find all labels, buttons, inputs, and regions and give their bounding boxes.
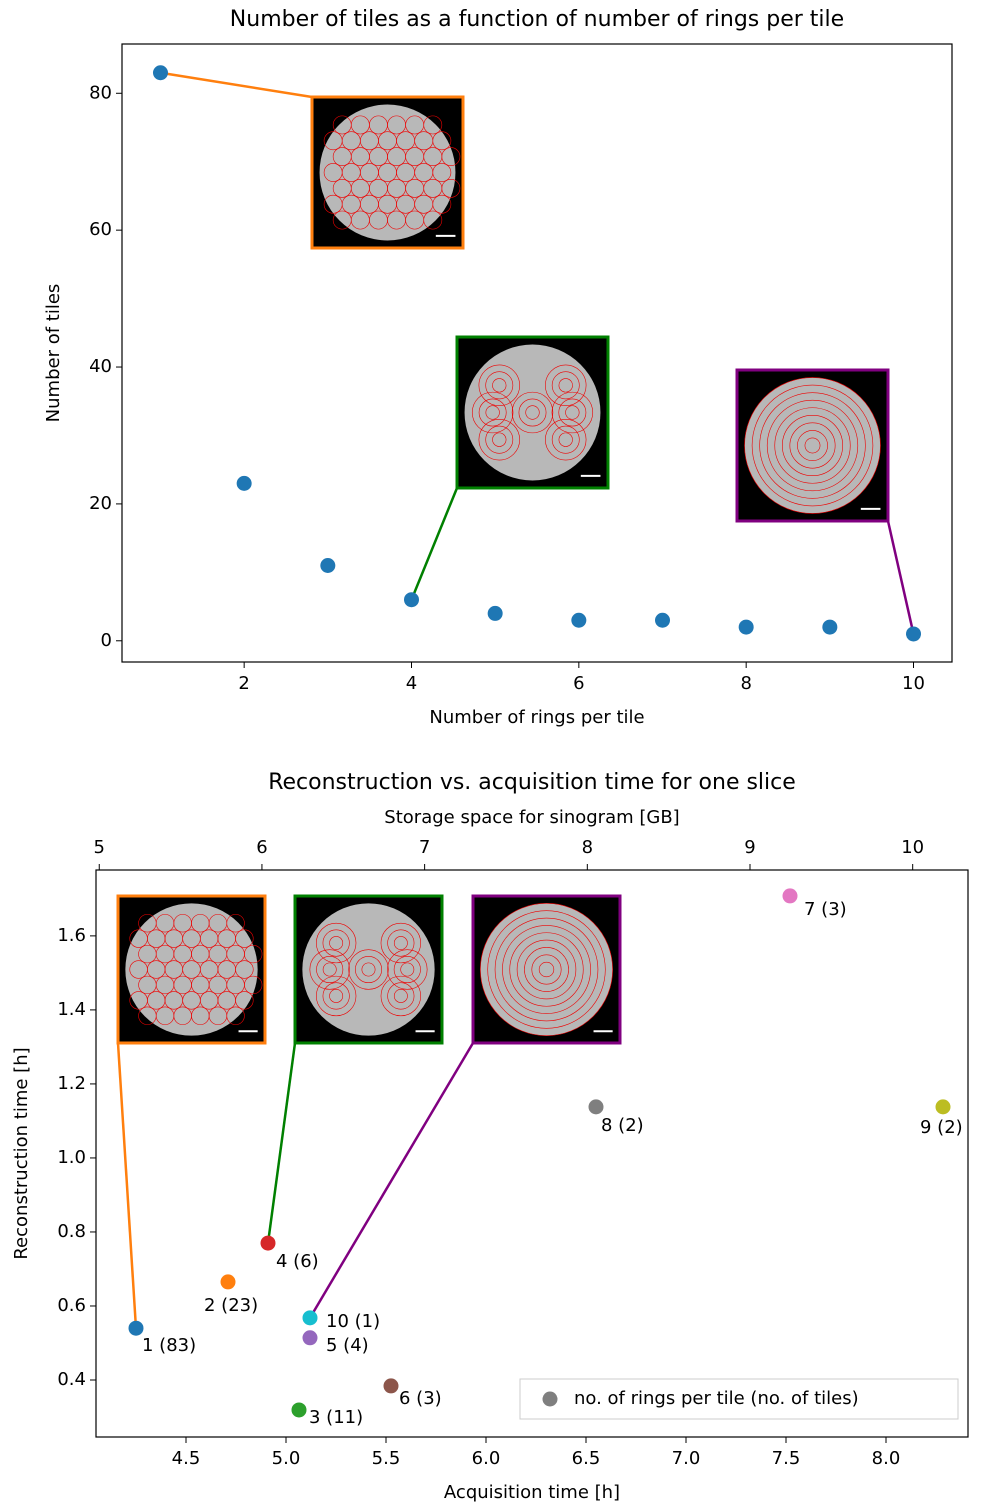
- point: [404, 592, 419, 607]
- y-tick-label: 0.6: [57, 1295, 86, 1316]
- y-tick-label: 0: [101, 630, 112, 651]
- point-label: 10 (1): [326, 1311, 380, 1332]
- point: [488, 606, 503, 621]
- inset-image: [312, 97, 463, 248]
- y-tick-label: 60: [89, 219, 112, 240]
- y-axis-label: Reconstruction time [h]: [11, 1047, 32, 1259]
- inset-sample: [480, 903, 612, 1035]
- x-tick-label: 6.0: [472, 1448, 501, 1469]
- point: [589, 1099, 604, 1114]
- x2-tick-label: 5: [94, 837, 105, 858]
- point-label: 2 (23): [204, 1295, 258, 1316]
- inset-sample: [302, 903, 434, 1035]
- x-tick-label: 2: [238, 673, 249, 694]
- y-tick-label: 1.2: [57, 1073, 86, 1094]
- point-label: 8 (2): [601, 1115, 644, 1136]
- point: [739, 620, 754, 635]
- y-tick-label: 80: [89, 82, 112, 103]
- point-label: 4 (6): [276, 1251, 319, 1272]
- inset-image: [295, 896, 442, 1043]
- inset-connector: [888, 521, 914, 634]
- inset-image: [473, 896, 620, 1043]
- x-tick-label: 7.0: [672, 1448, 701, 1469]
- x-tick-label: 6: [573, 673, 584, 694]
- figure: 2 4 6 8 10 0 20 40 60 80 Number of tiles as a func…: [0, 0, 984, 1507]
- x2-axis-label: Storage space for sinogram [GB]: [384, 807, 679, 828]
- y-tick-label: 40: [89, 356, 112, 377]
- point-label: 9 (2): [920, 1117, 963, 1138]
- point-label: 3 (11): [309, 1407, 363, 1428]
- point: [221, 1274, 236, 1289]
- point: [261, 1236, 276, 1251]
- y-tick-label: 20: [89, 493, 112, 514]
- y-tick-label: 1.4: [57, 999, 86, 1020]
- point: [936, 1099, 951, 1114]
- point: [303, 1330, 318, 1345]
- x-tick-label: 7.5: [772, 1448, 801, 1469]
- point-label: 1 (83): [142, 1335, 196, 1356]
- point: [292, 1402, 307, 1417]
- point: [320, 558, 335, 573]
- inset-image: [118, 896, 265, 1043]
- point: [783, 888, 798, 903]
- inset-connector: [268, 1043, 295, 1243]
- x2-tick-label: 7: [419, 837, 430, 858]
- point: [822, 620, 837, 635]
- x-tick-label: 4.5: [172, 1448, 201, 1469]
- inset-connector: [118, 1043, 136, 1328]
- legend-marker: [543, 1392, 558, 1407]
- x-axis-label: Number of rings per tile: [429, 707, 644, 728]
- y-axis-label: Number of tiles: [43, 284, 64, 423]
- y-tick-label: 1.6: [57, 925, 86, 946]
- y-tick-label: 1.0: [57, 1147, 86, 1168]
- inset-image: [457, 337, 608, 488]
- x-tick-label: 4: [406, 673, 417, 694]
- x2-tick-label: 8: [582, 837, 593, 858]
- point: [129, 1321, 144, 1336]
- chart-title: Reconstruction vs. acquisition time for …: [268, 770, 796, 795]
- x2-tick-label: 9: [744, 837, 755, 858]
- inset-connector: [310, 1043, 473, 1318]
- inset-sample: [465, 345, 601, 481]
- x-axis-label: Acquisition time [h]: [444, 1482, 620, 1503]
- y-tick-label: 0.8: [57, 1221, 86, 1242]
- x-tick-label: 6.5: [572, 1448, 601, 1469]
- inset-sample: [745, 378, 881, 514]
- point: [237, 476, 252, 491]
- inset-image: [737, 370, 888, 521]
- x2-tick-label: 10: [901, 837, 924, 858]
- x2-tick-label: 6: [256, 837, 267, 858]
- x-tick-label: 5.5: [372, 1448, 401, 1469]
- x-tick-label: 8: [740, 673, 751, 694]
- inset-connector: [411, 488, 457, 600]
- point: [655, 613, 670, 628]
- point-label: 6 (3): [399, 1388, 442, 1409]
- point-label: 7 (3): [804, 899, 847, 920]
- chart-title: Number of tiles as a function of number …: [230, 7, 844, 32]
- point-label: 5 (4): [326, 1335, 369, 1356]
- point: [384, 1378, 399, 1393]
- x-tick-label: 5.0: [272, 1448, 301, 1469]
- y-tick-label: 0.4: [57, 1369, 86, 1390]
- point: [303, 1310, 318, 1325]
- legend-label: no. of rings per tile (no. of tiles): [574, 1388, 859, 1409]
- point: [153, 65, 168, 80]
- point: [571, 613, 586, 628]
- x-tick-label: 10: [902, 673, 925, 694]
- point: [906, 626, 921, 641]
- inset-connector: [160, 73, 312, 97]
- x-tick-label: 8.0: [872, 1448, 901, 1469]
